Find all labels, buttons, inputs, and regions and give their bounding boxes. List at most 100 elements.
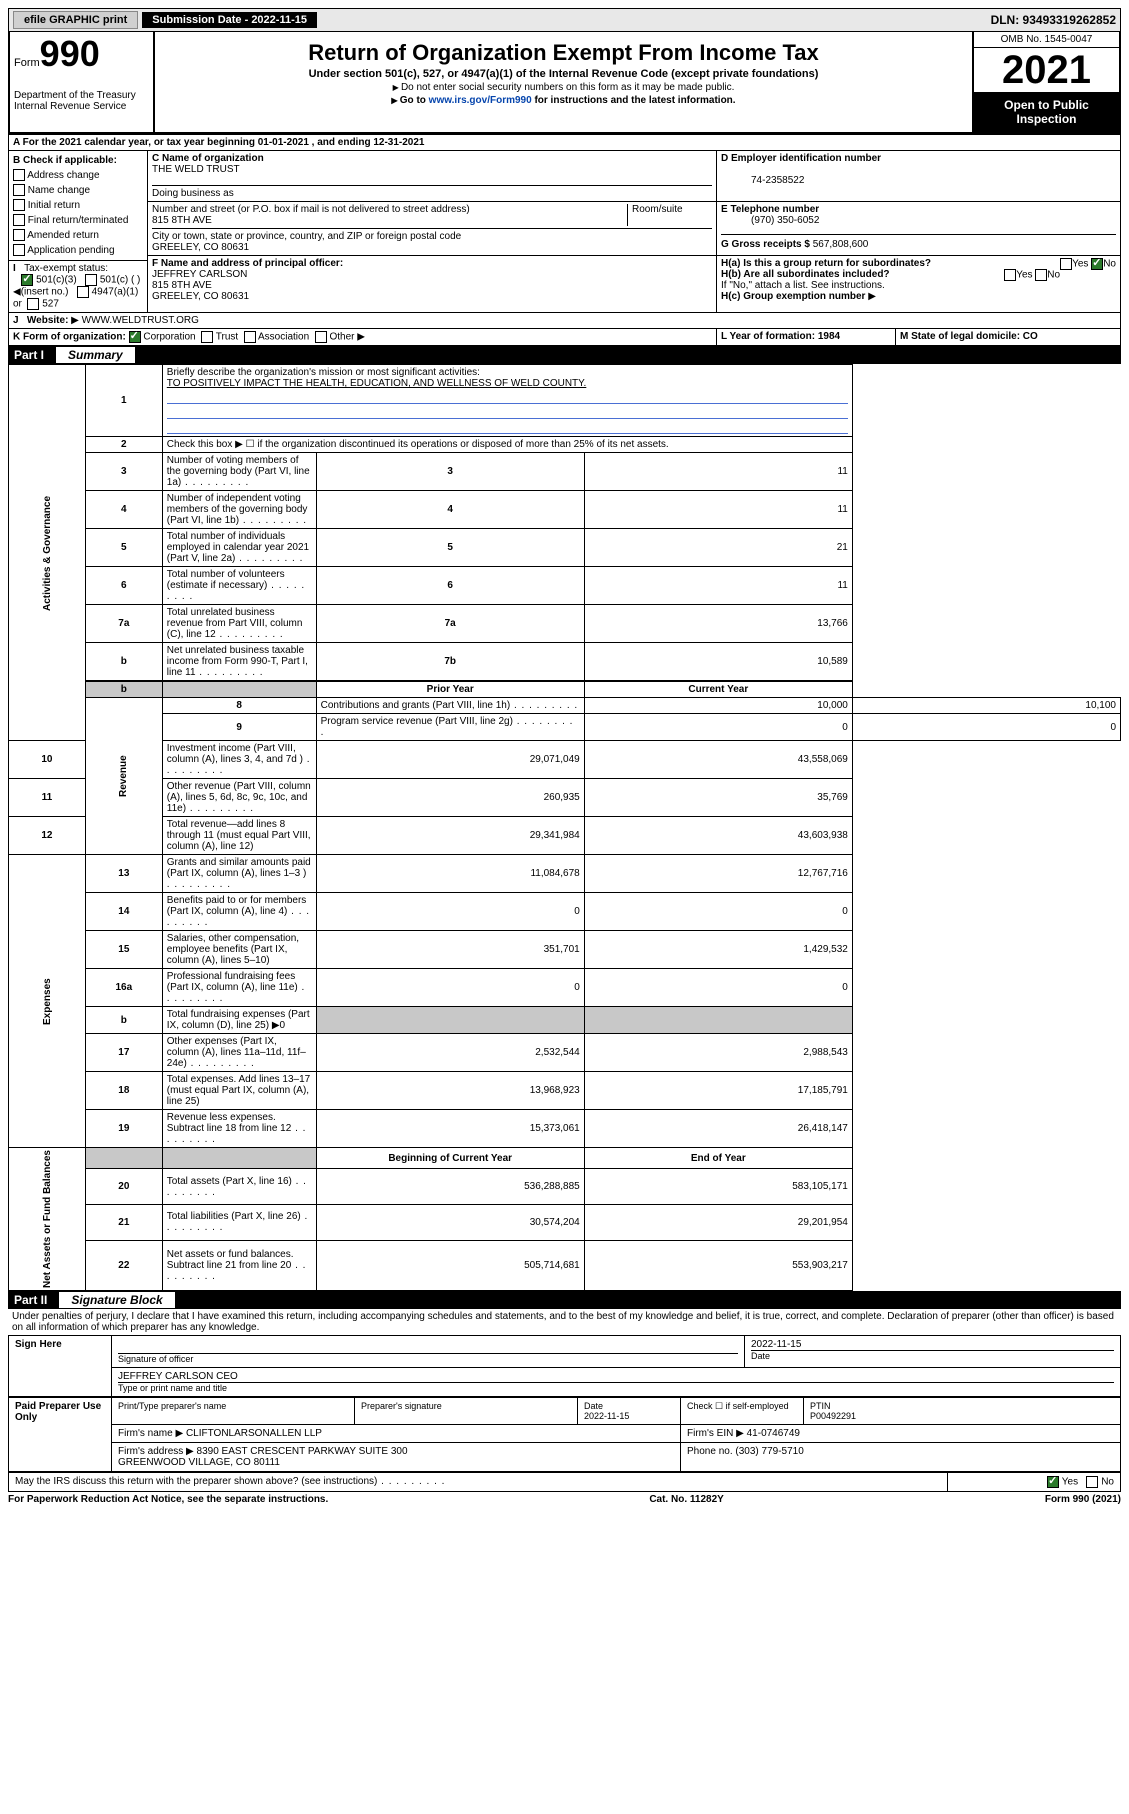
row-7a: 7aTotal unrelated business revenue from …	[9, 605, 1121, 643]
mission-text: TO POSITIVELY IMPACT THE HEALTH, EDUCATI…	[167, 378, 587, 389]
line1-label: Briefly describe the organization's miss…	[167, 367, 480, 378]
vlabel-expenses: Expenses	[9, 855, 86, 1148]
sign-here-label: Sign Here	[9, 1336, 112, 1397]
form-header: Form990 Department of the Treasury Inter…	[8, 32, 1121, 134]
row-4: 4Number of independent voting members of…	[9, 491, 1121, 529]
cb-assoc[interactable]	[244, 331, 256, 343]
cb-final[interactable]	[13, 214, 25, 226]
cb-pending[interactable]	[13, 244, 25, 256]
col-end-year: End of Year	[584, 1148, 852, 1169]
firm-name: CLIFTONLARSONALLEN LLP	[186, 1428, 322, 1439]
city-state-zip: GREELEY, CO 80631	[152, 242, 249, 253]
vlabel-net-assets: Net Assets or Fund Balances	[9, 1148, 86, 1291]
org-name: THE WELD TRUST	[152, 164, 240, 175]
row-19: 19Revenue less expenses. Subtract line 1…	[9, 1110, 1121, 1148]
date-label: Date	[751, 1350, 1114, 1361]
row-14: 14Benefits paid to or for members (Part …	[9, 893, 1121, 931]
row-22: 22Net assets or fund balances. Subtract …	[9, 1240, 1121, 1290]
hb-yes[interactable]	[1004, 269, 1016, 281]
cb-name-change[interactable]	[13, 184, 25, 196]
hc-label: H(c) Group exemption number	[721, 291, 865, 302]
section-b: B Check if applicable: Address change Na…	[9, 151, 148, 261]
g-label: G Gross receipts $	[721, 239, 810, 250]
row-15: 15Salaries, other compensation, employee…	[9, 931, 1121, 969]
col-begin-year: Beginning of Current Year	[316, 1148, 584, 1169]
f-label: F Name and address of principal officer:	[152, 258, 343, 269]
ha-yes[interactable]	[1060, 258, 1072, 270]
form-header-center: Return of Organization Exempt From Incom…	[155, 32, 972, 132]
form-header-left: Form990 Department of the Treasury Inter…	[10, 32, 155, 132]
open-to-public: Open to Public Inspection	[974, 92, 1119, 132]
department: Department of the Treasury Internal Reve…	[14, 90, 149, 112]
hint-goto-suffix: for instructions and the latest informat…	[532, 95, 736, 106]
i-label: Tax-exempt status:	[24, 263, 108, 274]
prep-date: 2022-11-15	[584, 1411, 629, 1421]
cb-address-change[interactable]	[13, 169, 25, 181]
room-label: Room/suite	[627, 204, 712, 226]
perjury-statement: Under penalties of perjury, I declare th…	[8, 1309, 1121, 1335]
row-16b: bTotal fundraising expenses (Part IX, co…	[9, 1007, 1121, 1034]
cb-trust[interactable]	[201, 331, 213, 343]
tax-year: 2021	[974, 48, 1119, 92]
vlabel-governance: Activities & Governance	[9, 365, 86, 741]
cb-amended[interactable]	[13, 229, 25, 241]
dln: DLN: 93493319262852	[991, 13, 1116, 27]
footer-right: Form 990 (2021)	[1045, 1494, 1121, 1505]
hint-ssn: Do not enter social security numbers on …	[165, 82, 962, 93]
footer-left: For Paperwork Reduction Act Notice, see …	[8, 1494, 328, 1505]
footer: For Paperwork Reduction Act Notice, see …	[8, 1492, 1121, 1505]
officer-addr1: 815 8TH AVE	[152, 280, 212, 291]
row-11: 11Other revenue (Part VIII, column (A), …	[9, 779, 1121, 817]
cb-corp[interactable]	[129, 331, 141, 343]
cb-501c3[interactable]	[21, 274, 33, 286]
k-label: K Form of organization:	[13, 332, 126, 343]
firm-ein-label: Firm's EIN ▶	[687, 1428, 744, 1439]
sig-officer-label: Signature of officer	[118, 1353, 738, 1364]
d-label: D Employer identification number	[721, 153, 881, 164]
hb-no[interactable]	[1035, 269, 1047, 281]
row-16a: 16aProfessional fundraising fees (Part I…	[9, 969, 1121, 1007]
cb-initial[interactable]	[13, 199, 25, 211]
ha-no[interactable]	[1091, 258, 1103, 270]
c-label: C Name of organization	[152, 153, 264, 164]
footer-mid: Cat. No. 11282Y	[649, 1494, 723, 1505]
check-self-employed: Check ☐ if self-employed	[681, 1398, 804, 1425]
efile-button[interactable]: efile GRAPHIC print	[13, 11, 138, 29]
top-bar: efile GRAPHIC print Submission Date - 20…	[8, 8, 1121, 32]
irs-link[interactable]: www.irs.gov/Form990	[429, 95, 532, 106]
cb-4947[interactable]	[77, 286, 89, 298]
submission-date: Submission Date - 2022-11-15	[142, 12, 317, 28]
row-6: 6Total number of volunteers (estimate if…	[9, 567, 1121, 605]
cb-527[interactable]	[27, 298, 39, 310]
firm-phone-label: Phone no.	[687, 1446, 733, 1457]
hint-goto: Go to www.irs.gov/Form990 for instructio…	[165, 95, 962, 106]
cb-501c[interactable]	[85, 274, 97, 286]
form-prefix: Form	[14, 57, 40, 69]
cb-other[interactable]	[315, 331, 327, 343]
paid-preparer-block: Paid Preparer Use Only Print/Type prepar…	[8, 1397, 1121, 1472]
officer-name: JEFFREY CARLSON	[152, 269, 247, 280]
discuss-no[interactable]	[1086, 1476, 1098, 1488]
paid-preparer-label: Paid Preparer Use Only	[9, 1398, 112, 1472]
ptin: P00492291	[810, 1411, 856, 1421]
col-prior-year: Prior Year	[316, 681, 584, 698]
sig-date: 2022-11-15	[751, 1339, 801, 1350]
firm-ein: 41-0746749	[747, 1428, 800, 1439]
dba-label: Doing business as	[152, 185, 712, 199]
m-label: M State of legal domicile: CO	[900, 331, 1038, 342]
hb-note: If "No," attach a list. See instructions…	[721, 280, 885, 291]
gross-receipts: 567,808,600	[813, 239, 869, 250]
l-label: L Year of formation: 1984	[721, 331, 840, 342]
row-21: 21Total liabilities (Part X, line 26)30,…	[9, 1204, 1121, 1240]
row-7b: bNet unrelated business taxable income f…	[9, 643, 1121, 682]
row-10: 10Investment income (Part VIII, column (…	[9, 741, 1121, 779]
form-number: 990	[40, 33, 100, 74]
part2-header: Part IISignature Block	[8, 1291, 1121, 1309]
row-12: 12Total revenue—add lines 8 through 11 (…	[9, 817, 1121, 855]
addr-label: Number and street (or P.O. box if mail i…	[152, 204, 470, 215]
discuss-yes[interactable]	[1047, 1476, 1059, 1488]
prep-sig-hdr: Preparer's signature	[355, 1398, 578, 1425]
website[interactable]: WWW.WELDTRUST.ORG	[82, 315, 199, 326]
row-3: 3Number of voting members of the governi…	[9, 453, 1121, 491]
row-17: 17Other expenses (Part IX, column (A), l…	[9, 1034, 1121, 1072]
